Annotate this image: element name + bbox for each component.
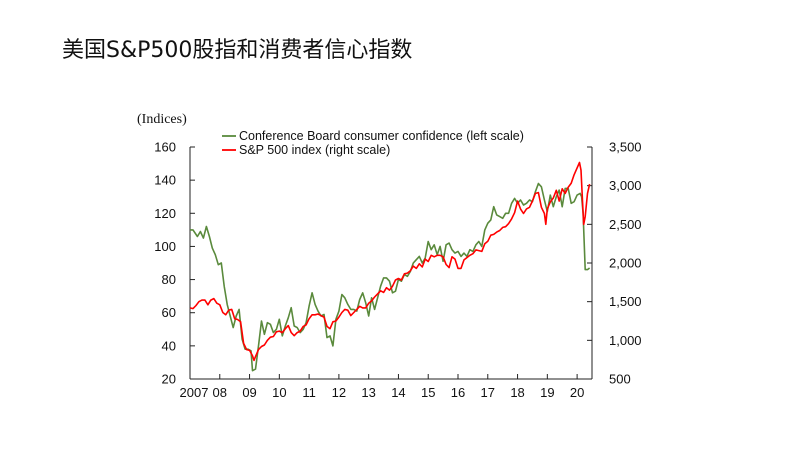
left-axis-tick-label: 80 xyxy=(162,272,176,287)
x-axis-tick-label: 12 xyxy=(332,385,346,400)
x-axis-tick-label: 09 xyxy=(242,385,256,400)
right-axis-tick-label: 1,500 xyxy=(609,294,642,309)
left-unit-label: (Indices) xyxy=(137,112,187,127)
x-axis-tick-label: 17 xyxy=(481,385,495,400)
x-axis-tick-label: 15 xyxy=(421,385,435,400)
right-axis-tick-label: 500 xyxy=(609,372,631,387)
right-axis-tick-label: 3,500 xyxy=(609,140,642,155)
legend: Conference Board consumer confidence (le… xyxy=(222,129,524,157)
x-axis-tick-label: 19 xyxy=(540,385,554,400)
series-lines xyxy=(189,161,591,372)
x-axis-tick-label: 18 xyxy=(510,385,524,400)
legend-label-confidence: Conference Board consumer confidence (le… xyxy=(239,129,524,143)
axes: 20 40 60 80 100 120 140 160 500 1,000 1,500 2,000 2,… xyxy=(154,140,641,401)
right-axis-tick-label: 2,500 xyxy=(609,217,642,232)
x-axis-tick-label: 11 xyxy=(302,385,316,400)
series-line-sp500 xyxy=(189,161,591,362)
left-axis-tick-label: 160 xyxy=(154,140,176,155)
x-axis-tick-label: 10 xyxy=(272,385,286,400)
left-axis-tick-label: 20 xyxy=(162,372,176,387)
x-axis-tick-label: 14 xyxy=(391,385,405,400)
x-axis-tick-label: 20 xyxy=(570,385,584,400)
x-axis-tick-label: 08 xyxy=(213,385,227,400)
left-axis-tick-label: 60 xyxy=(162,305,176,320)
left-axis-tick-label: 140 xyxy=(154,173,176,188)
left-axis-tick-label: 100 xyxy=(154,239,176,254)
left-axis-tick-label: 120 xyxy=(154,206,176,221)
legend-label-sp500: S&P 500 index (right scale) xyxy=(239,143,390,157)
right-axis-tick-label: 3,000 xyxy=(609,178,642,193)
x-axis-tick-label: 2007 xyxy=(180,385,209,400)
x-axis-tick-label: 16 xyxy=(451,385,465,400)
left-axis-tick-label: 40 xyxy=(162,338,176,353)
x-axis-tick-label: 13 xyxy=(361,385,375,400)
series-line-consumer-confidence xyxy=(190,182,591,372)
right-axis-tick-label: 1,000 xyxy=(609,333,642,348)
right-axis-tick-label: 2,000 xyxy=(609,256,642,271)
slide-title: 美国S&P500股指和消费者信心指数 xyxy=(62,38,413,63)
